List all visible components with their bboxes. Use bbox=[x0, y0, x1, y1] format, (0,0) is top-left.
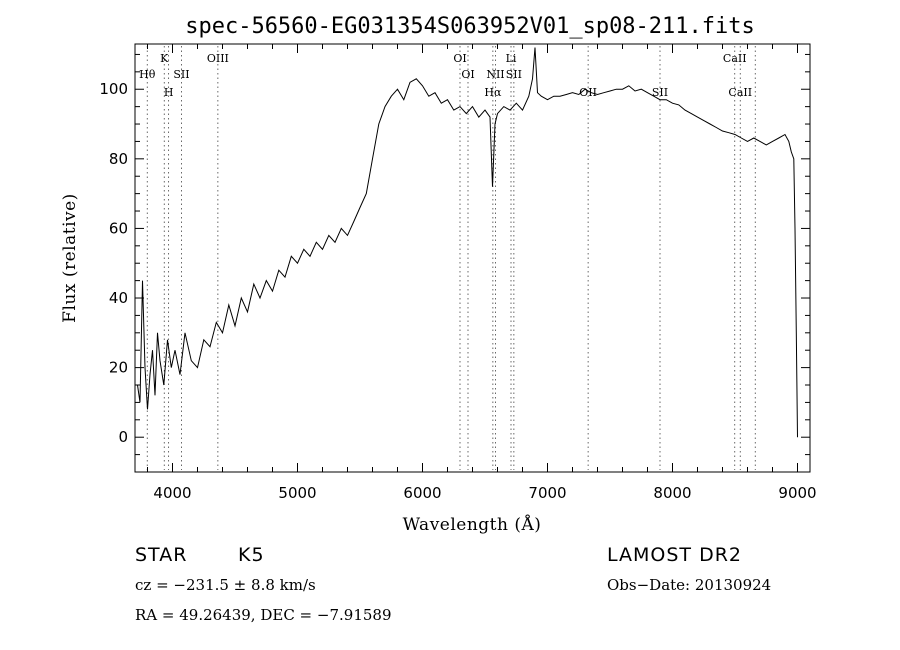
y-tick-label: 20 bbox=[109, 359, 128, 377]
x-tick-label: 9000 bbox=[778, 484, 816, 502]
x-tick-label: 8000 bbox=[653, 484, 691, 502]
line-marker-label: OIII bbox=[207, 52, 229, 65]
survey-name: LAMOST DR2 bbox=[607, 544, 742, 566]
line-marker-label: SII bbox=[173, 68, 189, 81]
y-tick-label: 100 bbox=[99, 80, 128, 98]
line-marker-label: CaII bbox=[728, 86, 752, 99]
line-marker-label: CaII bbox=[723, 52, 747, 65]
spectrum-line bbox=[137, 47, 798, 438]
y-tick-label: 0 bbox=[118, 428, 128, 446]
y-axis-label: Flux (relative) bbox=[60, 193, 80, 323]
line-marker-label: OI bbox=[453, 52, 466, 65]
x-tick-label: 7000 bbox=[528, 484, 566, 502]
y-tick-label: 60 bbox=[109, 219, 128, 237]
line-marker-label: OI bbox=[461, 68, 474, 81]
axis-tick-labels: 4000 5000 6000 7000 8000 9000 0 20 40 60 80 100 bbox=[99, 80, 816, 502]
y-tick-label: 40 bbox=[109, 289, 128, 307]
x-axis-label: Wavelength (Å) bbox=[403, 514, 542, 535]
chart-title: spec-56560-EG031354S063952V01_sp08-211.f… bbox=[185, 14, 755, 39]
line-marker-label: K bbox=[160, 52, 169, 65]
observation-date: Obs−Date: 20130924 bbox=[607, 576, 771, 594]
y-tick-label: 80 bbox=[109, 150, 128, 168]
x-tick-label: 6000 bbox=[403, 484, 441, 502]
object-subclass: K5 bbox=[238, 544, 265, 566]
spectral-line-markers bbox=[146, 46, 756, 470]
line-marker-label: Hα bbox=[484, 86, 502, 99]
axis-ticks bbox=[135, 44, 810, 472]
line-marker-label: OII bbox=[579, 86, 597, 99]
x-tick-label: 5000 bbox=[278, 484, 316, 502]
line-marker-label: NII bbox=[486, 68, 504, 81]
plot-frame bbox=[134, 43, 811, 473]
redshift-velocity: cz = −231.5 ± 8.8 km/s bbox=[135, 576, 316, 594]
line-marker-label: H bbox=[164, 86, 174, 99]
object-class: STAR bbox=[135, 544, 187, 566]
line-marker-label: SII bbox=[506, 68, 522, 81]
line-marker-label: Li bbox=[506, 52, 517, 65]
line-marker-label: SII bbox=[652, 86, 668, 99]
x-tick-label: 4000 bbox=[153, 484, 191, 502]
line-marker-label: Hθ bbox=[139, 68, 156, 81]
sky-coordinates: RA = 49.26439, DEC = −7.91589 bbox=[135, 606, 392, 624]
